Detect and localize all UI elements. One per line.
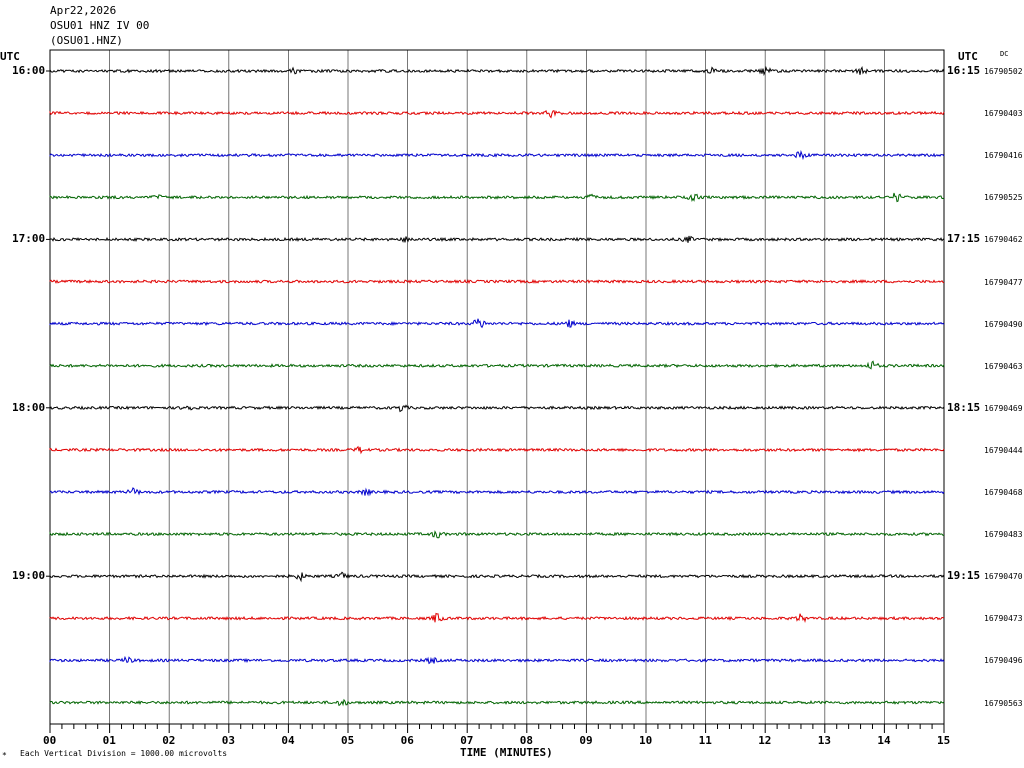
- trace-line: [49, 612, 945, 623]
- trace-line: [49, 149, 945, 161]
- right-hour-label: 17:15: [947, 232, 981, 246]
- left-hour-label: 19:00: [12, 569, 46, 583]
- plot-frame: [49, 49, 945, 725]
- left-hour-label: 17:00: [12, 232, 46, 246]
- trace-dc-value: 16790525: [984, 193, 1023, 203]
- trace-line: [49, 235, 945, 243]
- trace-dc-value: 16790463: [984, 361, 1023, 371]
- trace-line: [49, 530, 945, 539]
- trace-dc-value: 16790444: [984, 445, 1023, 455]
- trace-line: [49, 279, 945, 284]
- trace-dc-value: 16790470: [984, 572, 1023, 582]
- trace-dc-value: 16790563: [984, 698, 1023, 708]
- trace-dc-value: 16790477: [984, 277, 1023, 287]
- x-tick-label: 07: [460, 734, 474, 747]
- x-tick-label: 11: [698, 734, 712, 747]
- trace-dc-value: 16790416: [984, 151, 1023, 161]
- right-hour-label: 16:15: [947, 64, 981, 77]
- x-tick-label: 10: [639, 734, 653, 747]
- plot-date: Apr22,2026: [50, 4, 117, 17]
- x-tick-label: 08: [519, 734, 534, 747]
- left-hour-label: 18:00: [12, 400, 46, 414]
- left-axis-utc-label: UTC: [0, 50, 20, 63]
- trace-line: [49, 404, 945, 413]
- x-tick-label: 03: [221, 734, 236, 747]
- x-tick-label: 06: [400, 734, 414, 747]
- x-axis-label: TIME (MINUTES): [460, 746, 553, 759]
- right-hour-label: 18:15: [947, 400, 981, 414]
- x-tick-label: 05: [341, 734, 355, 747]
- x-tick-label: 09: [579, 734, 593, 747]
- trace-line: [49, 192, 945, 203]
- trace-line: [49, 698, 945, 707]
- x-tick-label: 13: [817, 734, 832, 747]
- trace-line: [49, 360, 945, 370]
- trace-dc-value: 16790403: [984, 109, 1023, 119]
- trace-dc-value: 16790462: [984, 235, 1023, 245]
- left-hour-label: 16:00: [12, 64, 46, 77]
- trace-line: [49, 445, 945, 455]
- trace-line: [49, 65, 945, 77]
- footer-note: Each Vertical Division = 1000.00 microvo…: [20, 749, 228, 758]
- trace-dc-value: 16790468: [984, 488, 1023, 497]
- trace-line: [49, 318, 945, 329]
- footer-marker: *: [2, 751, 7, 760]
- right-axis-utc-label: UTC: [958, 50, 978, 63]
- x-tick-label: 04: [281, 734, 295, 747]
- x-tick-label: 01: [102, 734, 116, 747]
- trace-line: [49, 571, 945, 583]
- trace-dc-value: 16790502: [984, 67, 1023, 76]
- x-tick-label: 14: [877, 734, 891, 747]
- trace-line: [49, 109, 945, 119]
- right-hour-label: 19:15: [947, 569, 981, 583]
- x-tick-label: 00: [43, 734, 57, 747]
- trace-dc-value: 16790469: [984, 403, 1023, 413]
- station-code: (OSU01.HNZ): [50, 34, 123, 47]
- trace-dc-value: 16790473: [984, 614, 1023, 624]
- dc-label: DC: [1000, 50, 1009, 58]
- x-tick-label: 12: [758, 734, 772, 747]
- trace-line: [49, 655, 945, 665]
- x-tick-label: 15: [937, 734, 951, 747]
- trace-dc-value: 16790496: [984, 656, 1023, 666]
- station-name: OSU01 HNZ IV 00: [50, 19, 150, 32]
- trace-dc-value: 16790483: [984, 530, 1023, 540]
- x-tick-label: 02: [162, 734, 176, 747]
- trace-line: [49, 487, 945, 497]
- trace-dc-value: 16790490: [984, 319, 1023, 329]
